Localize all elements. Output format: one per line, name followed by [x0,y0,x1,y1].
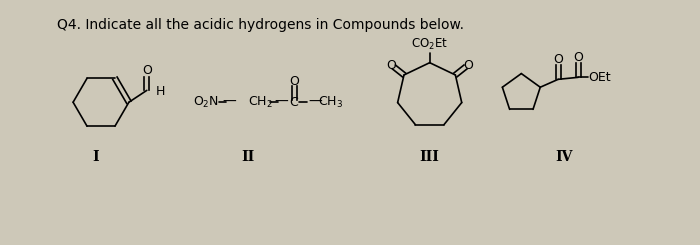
Text: —: — [274,95,288,109]
Text: H: H [156,85,165,98]
Text: I: I [92,150,99,164]
Text: —: — [308,95,322,109]
Text: O$_2$N: O$_2$N [193,95,218,110]
Text: O: O [463,59,473,72]
Text: —: — [223,95,237,109]
Text: C: C [289,96,298,109]
Text: II: II [241,150,255,164]
Text: O: O [553,53,563,66]
Text: O: O [573,51,583,64]
Text: Q4. Indicate all the acidic hydrogens in Compounds below.: Q4. Indicate all the acidic hydrogens in… [57,18,464,32]
Text: III: III [420,150,440,164]
Text: O: O [142,64,152,77]
Text: O: O [289,75,299,88]
Text: OEt: OEt [589,71,611,84]
Text: CO$_2$Et: CO$_2$Et [411,37,448,52]
Text: CH$_3$: CH$_3$ [318,95,343,110]
Text: O: O [386,59,396,72]
Text: CH$_2$: CH$_2$ [248,95,273,110]
Text: IV: IV [556,150,573,164]
